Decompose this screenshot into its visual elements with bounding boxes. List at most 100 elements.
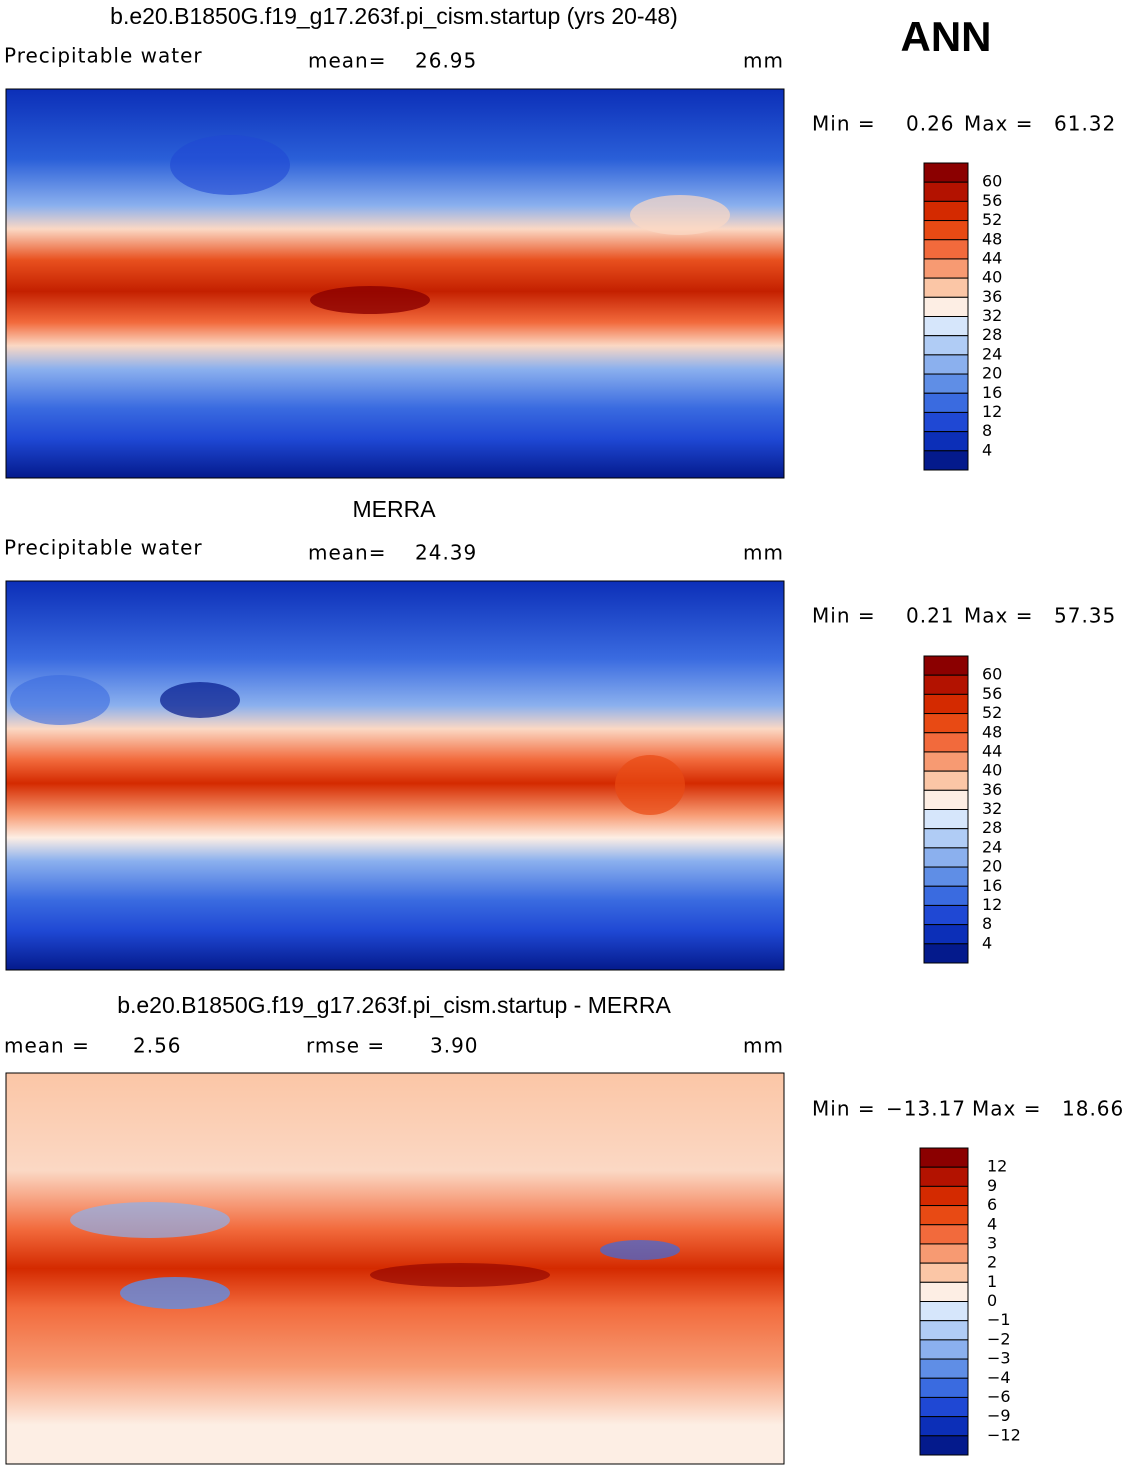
max: 18.66 [1062, 1097, 1124, 1121]
colorbar-label: 4 [987, 1214, 997, 1233]
colorbar-label: −3 [987, 1349, 1011, 1368]
colorbar-box [923, 239, 969, 260]
colorbar-box [923, 373, 969, 394]
colorbar-label: 48 [982, 722, 1002, 741]
colorbar-label: 20 [982, 857, 1002, 876]
colorbar-box [923, 450, 969, 471]
colorbar-label: 56 [982, 684, 1002, 703]
rmse: 3.90 [430, 1034, 479, 1058]
colorbar-box [923, 335, 969, 356]
colorbar-box [923, 277, 969, 298]
colorbar-box [919, 1435, 969, 1456]
colorbar-box [919, 1243, 969, 1264]
units: mm [743, 49, 784, 73]
mean: 26.95 [415, 49, 477, 73]
colorbar-label: 12 [982, 402, 1002, 421]
colorbar-label: 44 [982, 741, 1002, 760]
colorbar-box [919, 1358, 969, 1379]
colorbar-label: 1 [987, 1272, 997, 1291]
colorbar-label: 8 [982, 914, 992, 933]
colorbar-label: 16 [982, 876, 1002, 895]
colorbar-box [923, 411, 969, 433]
colorbar-box [923, 220, 969, 241]
colorbar-label: 28 [982, 325, 1002, 344]
colorbar-label: 12 [982, 895, 1002, 914]
colorbar-label: 36 [982, 287, 1002, 306]
max: 57.35 [1054, 604, 1116, 628]
colorbar-box [923, 296, 969, 317]
colorbar-box [919, 1262, 969, 1283]
colorbar-label: 4 [982, 933, 992, 952]
colorbar-label: 60 [982, 665, 1002, 684]
colorbar-box [919, 1281, 969, 1302]
colorbar-label: −9 [987, 1406, 1011, 1425]
colorbar-box [923, 924, 969, 945]
colorbar-label: −2 [987, 1329, 1011, 1348]
variable: Precipitable water [4, 44, 203, 68]
colorbar-label: 44 [982, 248, 1002, 267]
colorbar-box [919, 1185, 969, 1207]
colorbar-box [919, 1320, 969, 1341]
min-label: Min = [812, 1097, 876, 1121]
colorbar-box [923, 866, 969, 887]
map [5, 1072, 785, 1465]
colorbar-box [923, 693, 969, 715]
colorbar-label: 9 [987, 1176, 997, 1195]
panel-title: b.e20.B1850G.f19_g17.263f.pi_cism.startu… [117, 992, 671, 1018]
colorbar-box [923, 847, 969, 868]
colorbar-label: 40 [982, 268, 1002, 287]
max-label: Max = [972, 1097, 1041, 1121]
colorbar-box [923, 200, 969, 222]
colorbar-label: 52 [982, 703, 1002, 722]
colorbar-box [919, 1147, 969, 1168]
colorbar-label: 0 [987, 1291, 997, 1310]
colorbar-label: 24 [982, 344, 1002, 363]
min: −13.17 [886, 1097, 966, 1121]
colorbar-box [919, 1205, 969, 1226]
colorbar-label: 36 [982, 780, 1002, 799]
colorbar-label: 3 [987, 1233, 997, 1252]
colorbar-label: 32 [982, 306, 1002, 325]
colorbar-label: 6 [987, 1195, 997, 1214]
rmse-label: rmse = [306, 1034, 385, 1058]
mean-label: mean= [308, 49, 386, 73]
season: ANN [901, 13, 992, 60]
colorbar-label: −6 [987, 1387, 1011, 1406]
colorbar-box [923, 789, 969, 810]
colorbar-box [923, 258, 969, 279]
map [5, 580, 785, 971]
colorbar-label: 20 [982, 364, 1002, 383]
variable: Precipitable water [4, 536, 203, 560]
panel-title: b.e20.B1850G.f19_g17.263f.pi_cism.startu… [110, 3, 678, 29]
min-label: Min = [812, 604, 876, 628]
colorbar-box [919, 1396, 969, 1418]
min-label: Min = [812, 112, 876, 136]
colorbar-box [923, 828, 969, 849]
colorbar-box [923, 809, 969, 830]
colorbar-label: 16 [982, 383, 1002, 402]
colorbar-box [919, 1301, 969, 1322]
colorbar-box [919, 1339, 969, 1360]
colorbar-label: 12 [987, 1157, 1007, 1176]
min: 0.26 [906, 112, 955, 136]
colorbar-box [923, 732, 969, 753]
mean: 2.56 [133, 1034, 182, 1058]
colorbar-label: 28 [982, 818, 1002, 837]
colorbar-box [923, 431, 969, 452]
colorbar-box [923, 162, 969, 183]
colorbar-label: 4 [982, 440, 992, 459]
mean: 24.39 [415, 541, 477, 565]
colorbar-label: 40 [982, 761, 1002, 780]
mean-label: mean= [308, 541, 386, 565]
panel-title: MERRA [352, 496, 436, 522]
mean-label: mean = [4, 1034, 90, 1058]
colorbar-label: 32 [982, 799, 1002, 818]
max-label: Max = [964, 604, 1033, 628]
min: 0.21 [906, 604, 955, 628]
colorbar-box [923, 885, 969, 906]
colorbar-label: 56 [982, 191, 1002, 210]
colorbar-box [923, 674, 969, 695]
colorbar-box [923, 392, 969, 413]
